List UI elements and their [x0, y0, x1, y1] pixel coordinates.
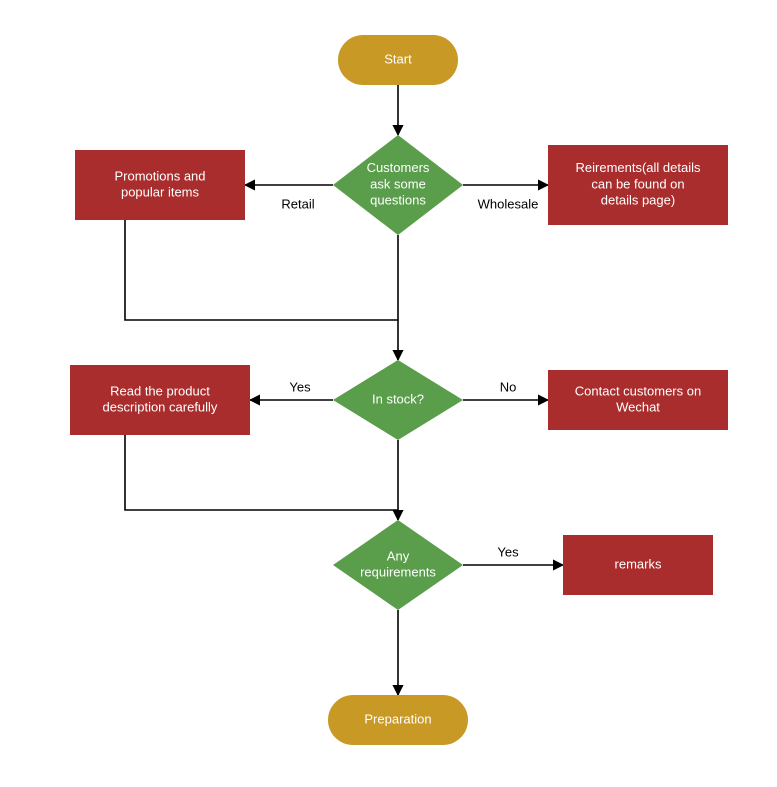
node-text-preparation-line0: Preparation — [364, 711, 431, 726]
node-text-questions-line2: questions — [370, 193, 426, 208]
node-instock: In stock? — [333, 360, 463, 440]
node-text-start-line0: Start — [384, 51, 412, 66]
nodes-layer: Start Customersask some questions Promotion… — [70, 35, 728, 745]
node-anyreq: Any requirements — [333, 520, 463, 610]
node-text-readdesc-line0: Read the product — [110, 383, 210, 398]
node-text-anyreq-line1: requirements — [360, 565, 436, 580]
node-text-remarks-line0: remarks — [615, 556, 662, 571]
edge-label-e10: Yes — [497, 544, 519, 559]
edge-label-e7: No — [500, 379, 517, 394]
edge-e9 — [125, 435, 398, 510]
node-reirements: Reirements(all detailscan be found on det… — [548, 145, 728, 225]
node-text-promotions-line0: Promotions and — [114, 168, 205, 183]
node-text-readdesc-line1: description carefully — [103, 400, 218, 415]
node-text-reirements-line0: Reirements(all details — [576, 160, 701, 175]
node-text-reirements-line2: details page) — [601, 193, 675, 208]
node-text-instock-line0: In stock? — [372, 391, 424, 406]
node-text-reirements-line1: can be found on — [591, 176, 684, 191]
node-text-contact-line0: Contact customers on — [575, 383, 701, 398]
edge-label-e2: Retail — [281, 196, 314, 211]
node-remarks: remarks — [563, 535, 713, 595]
node-questions: Customersask some questions — [333, 135, 463, 235]
node-start: Start — [338, 35, 458, 85]
node-text-contact-line1: Wechat — [616, 400, 660, 415]
node-text-anyreq-line0: Any — [387, 548, 410, 563]
edge-e5 — [125, 220, 398, 320]
node-promotions: Promotions and popular items — [75, 150, 245, 220]
edge-label-e3: Wholesale — [478, 196, 539, 211]
flowchart-canvas: Retail Wholesale Yes No Yes Start Customersask… — [0, 0, 777, 787]
edge-label-e6: Yes — [289, 379, 311, 394]
node-preparation: Preparation — [328, 695, 468, 745]
node-readdesc: Read the product description carefully — [70, 365, 250, 435]
node-text-questions-line0: Customers — [367, 160, 430, 175]
node-contact: Contact customers on Wechat — [548, 370, 728, 430]
node-text-promotions-line1: popular items — [121, 185, 200, 200]
node-text-questions-line1: ask some — [370, 176, 426, 191]
